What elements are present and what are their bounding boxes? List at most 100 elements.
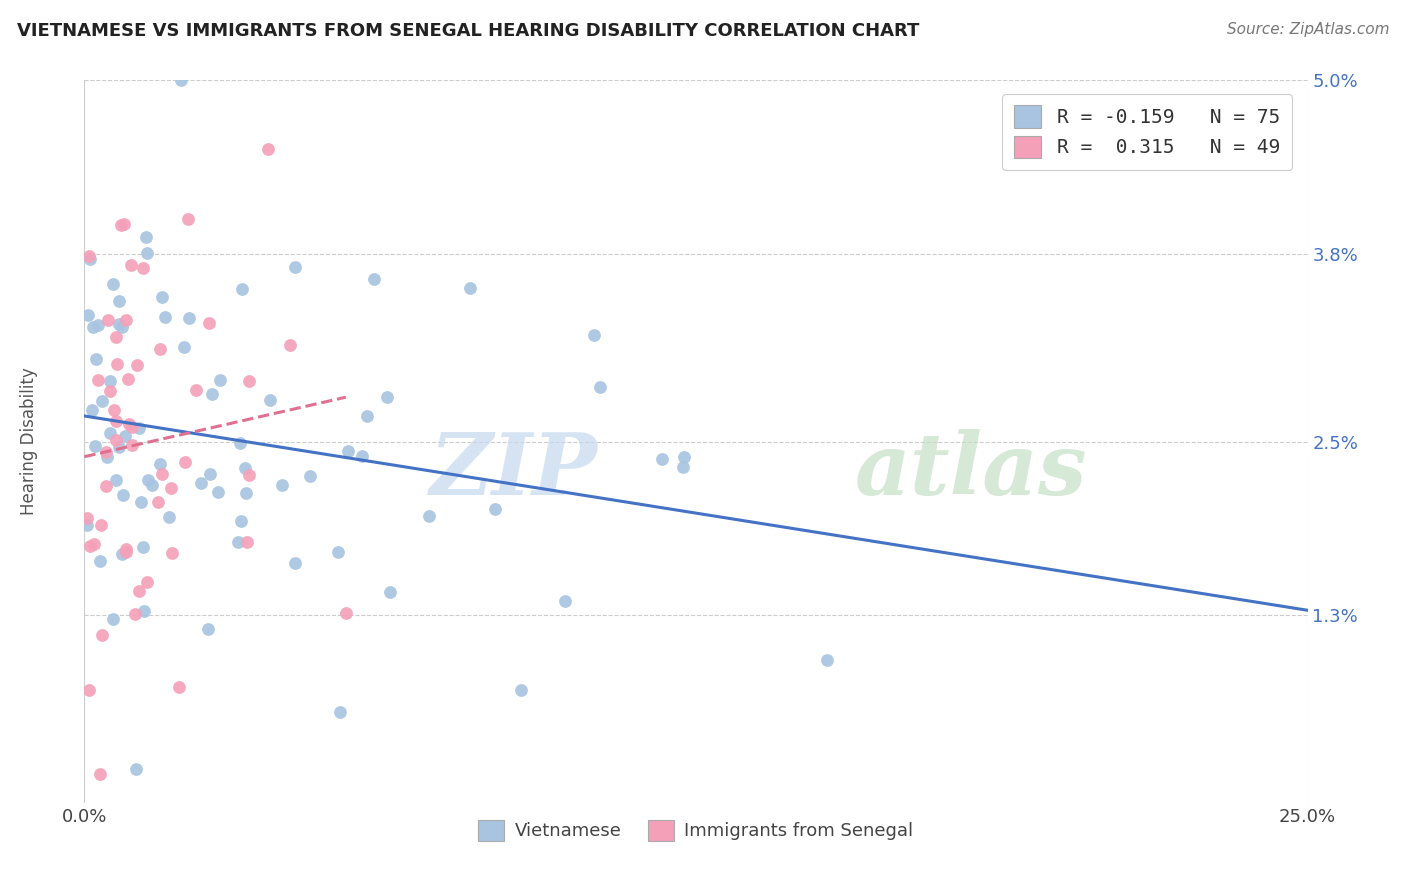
Point — [238, 467, 260, 482]
Point — [149, 343, 172, 357]
Point — [207, 485, 229, 500]
Point — [815, 652, 838, 666]
Point — [132, 604, 155, 618]
Point — [335, 606, 357, 620]
Point — [198, 316, 221, 330]
Point — [112, 217, 135, 231]
Point — [108, 440, 131, 454]
Point — [197, 622, 219, 636]
Point — [326, 545, 349, 559]
Point — [270, 478, 292, 492]
Point — [278, 338, 301, 352]
Point — [124, 607, 146, 622]
Point — [128, 583, 150, 598]
Point — [103, 403, 125, 417]
Point — [79, 539, 101, 553]
Point — [107, 293, 129, 308]
Point — [589, 380, 612, 394]
Point — [235, 485, 257, 500]
Point — [83, 439, 105, 453]
Point — [231, 282, 253, 296]
Point — [259, 392, 281, 407]
Point — [201, 386, 224, 401]
Point — [673, 450, 696, 464]
Point — [229, 514, 252, 528]
Point — [83, 537, 105, 551]
Point — [86, 318, 108, 332]
Point — [177, 311, 200, 326]
Point — [162, 546, 184, 560]
Point — [484, 502, 506, 516]
Point — [91, 394, 114, 409]
Point — [79, 252, 101, 266]
Point — [97, 312, 120, 326]
Point — [105, 433, 128, 447]
Point — [131, 261, 153, 276]
Point — [160, 481, 183, 495]
Point — [105, 357, 128, 371]
Point — [114, 429, 136, 443]
Point — [111, 488, 134, 502]
Point — [136, 473, 159, 487]
Point — [96, 450, 118, 465]
Point — [671, 459, 693, 474]
Point — [114, 541, 136, 556]
Text: ZIP: ZIP — [430, 429, 598, 512]
Text: atlas: atlas — [855, 429, 1087, 512]
Point — [110, 218, 132, 232]
Point — [136, 574, 159, 589]
Point — [87, 373, 110, 387]
Point — [117, 372, 139, 386]
Point — [152, 290, 174, 304]
Point — [169, 680, 191, 694]
Point — [150, 467, 173, 481]
Point — [104, 329, 127, 343]
Point — [510, 682, 533, 697]
Text: Source: ZipAtlas.com: Source: ZipAtlas.com — [1226, 22, 1389, 37]
Point — [128, 421, 150, 435]
Point — [82, 320, 104, 334]
Point — [233, 461, 256, 475]
Point — [91, 628, 114, 642]
Point — [100, 374, 122, 388]
Point — [380, 585, 402, 599]
Point — [120, 258, 142, 272]
Point — [132, 540, 155, 554]
Point — [141, 478, 163, 492]
Point — [103, 277, 125, 291]
Point — [89, 554, 111, 568]
Point — [149, 457, 172, 471]
Point — [111, 547, 134, 561]
Point — [114, 545, 136, 559]
Point — [135, 230, 157, 244]
Point — [226, 534, 249, 549]
Point — [283, 260, 305, 274]
Point — [98, 384, 121, 399]
Point — [115, 313, 138, 327]
Point — [170, 73, 193, 87]
Point — [121, 419, 143, 434]
Point — [363, 272, 385, 286]
Point — [135, 246, 157, 260]
Point — [356, 409, 378, 423]
Point — [79, 249, 101, 263]
Point — [229, 436, 252, 450]
Point — [111, 320, 134, 334]
Point — [129, 495, 152, 509]
Point — [350, 450, 373, 464]
Point — [284, 556, 307, 570]
Point — [77, 682, 100, 697]
Point — [157, 509, 180, 524]
Point — [82, 402, 104, 417]
Point — [458, 281, 481, 295]
Point — [298, 468, 321, 483]
Point — [127, 358, 149, 372]
Point — [121, 437, 143, 451]
Point — [190, 476, 212, 491]
Point — [651, 451, 673, 466]
Point — [76, 518, 98, 533]
Point — [177, 212, 200, 227]
Point — [418, 509, 440, 524]
Point — [98, 425, 121, 440]
Point — [90, 517, 112, 532]
